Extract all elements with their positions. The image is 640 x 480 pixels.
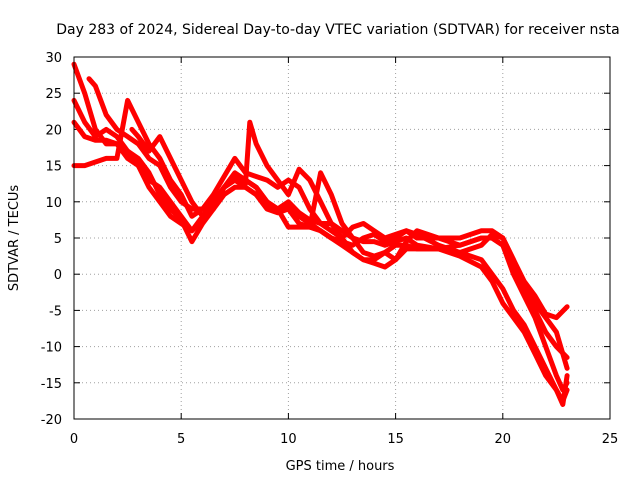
y-tick-label: 0	[54, 268, 62, 283]
y-tick-label: -10	[41, 341, 62, 356]
y-tick-label: 10	[45, 196, 62, 211]
x-tick-label: 20	[495, 432, 512, 447]
x-tick-label: 10	[280, 432, 297, 447]
chart-title: Day 283 of 2024, Sidereal Day-to-day VTE…	[56, 22, 619, 38]
y-tick-label: 25	[45, 87, 62, 102]
x-tick-label: 5	[177, 432, 185, 447]
x-tick-label: 15	[387, 432, 404, 447]
y-tick-label: -15	[41, 377, 62, 392]
y-tick-label: -20	[41, 413, 62, 428]
y-tick-label: -5	[49, 304, 62, 319]
data-series	[71, 61, 570, 407]
series-line-track-6	[129, 126, 570, 393]
x-tick-label: 25	[602, 432, 619, 447]
x-axis-label: GPS time / hours	[286, 459, 395, 474]
x-tick-label: 0	[70, 432, 78, 447]
y-tick-label: 30	[45, 51, 62, 66]
y-axis-label: SDTVAR / TECUs	[7, 185, 22, 292]
y-tick-label: 15	[45, 160, 62, 175]
axis-ticks: 0 5 10 15 20 25 -20 -15 -10 -5 0 5 10 15 20 25 30	[41, 51, 619, 447]
y-tick-label: 20	[45, 123, 62, 138]
plot-frame	[73, 56, 611, 420]
y-tick-label: 5	[54, 232, 62, 247]
